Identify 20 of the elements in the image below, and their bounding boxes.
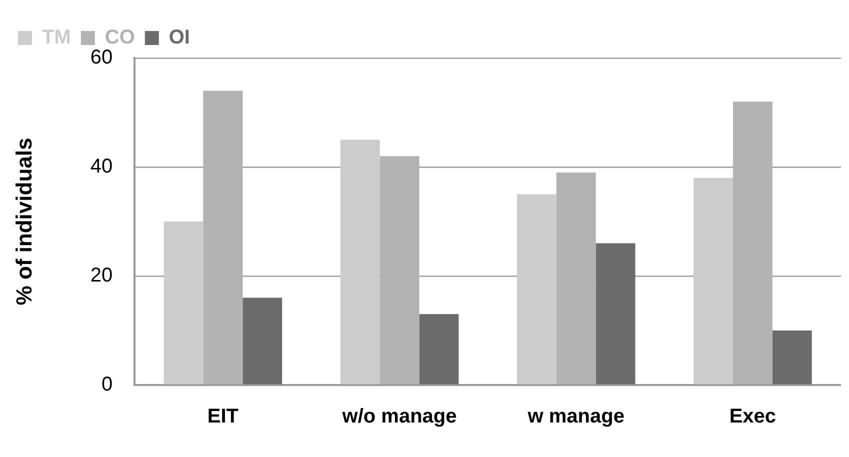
- bar: [516, 194, 556, 384]
- bar: [340, 140, 380, 384]
- x-tick-label: Exec: [729, 406, 776, 428]
- y-tick-label: 40: [90, 156, 113, 178]
- x-tick-label: EIT: [207, 406, 239, 428]
- x-tick-label: w manage: [526, 406, 624, 428]
- x-tick-label: w/o manage: [341, 406, 457, 428]
- legend-label: CO: [104, 26, 135, 49]
- bar: [419, 314, 459, 384]
- y-tick-label: 60: [90, 46, 113, 69]
- bar: [164, 222, 204, 384]
- bar: [596, 243, 636, 384]
- bar: [556, 172, 596, 384]
- bar: [694, 178, 733, 384]
- y-tick-label: 20: [90, 264, 113, 287]
- legend-label: OI: [168, 26, 190, 49]
- bar: [242, 298, 282, 384]
- y-tick-label: 0: [102, 374, 113, 396]
- y-axis-title: % of individuals: [11, 138, 36, 306]
- bar: [772, 330, 812, 384]
